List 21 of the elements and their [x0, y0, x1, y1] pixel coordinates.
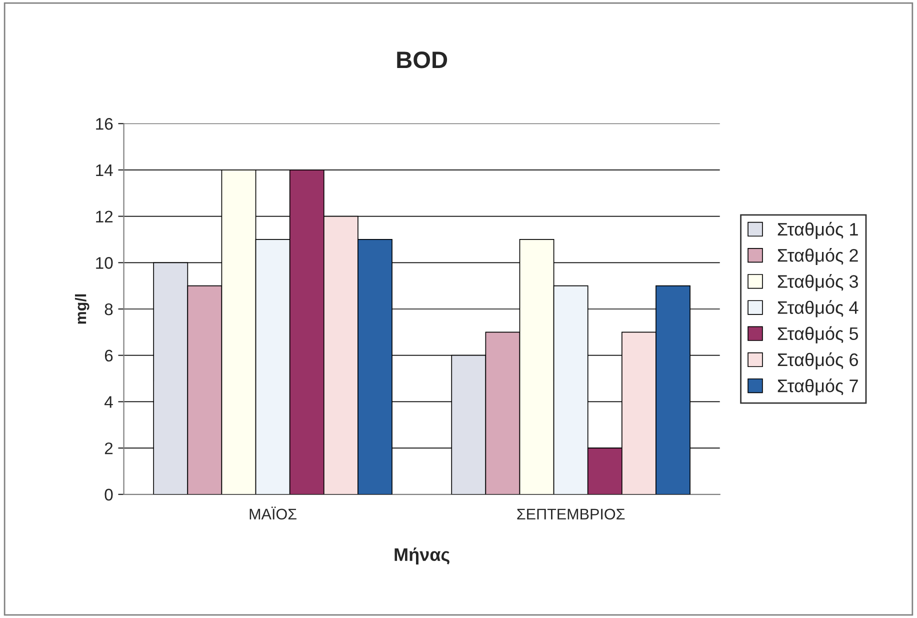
- y-tick-label: 16: [96, 118, 113, 130]
- legend-label: Σταθμός 7: [778, 378, 858, 396]
- chart-title: BOD: [397, 52, 448, 68]
- legend-label: Σταθμός 3: [778, 274, 858, 292]
- x-tick-label: ΜΑΪΟΣ: [250, 506, 296, 520]
- x-axis-title: Μήνας: [394, 548, 450, 565]
- y-tick-label: 6: [104, 350, 113, 362]
- y-tick-label: 10: [96, 257, 113, 269]
- legend-label: Σταθμός 1: [778, 222, 858, 239]
- y-tick-label: 12: [96, 210, 113, 222]
- y-tick-label: 4: [104, 396, 113, 408]
- y-tick-label: 0: [104, 488, 113, 501]
- y-tick-label: 8: [104, 303, 113, 316]
- legend-label: Σταθμός 6: [778, 352, 858, 370]
- y-tick-label: 2: [104, 442, 113, 454]
- y-tick-label: 14: [96, 164, 113, 176]
- legend-label: Σταθμός 5: [778, 326, 858, 344]
- x-tick-label: ΣΕΠΤΕΜΒΡΙΟΣ: [517, 508, 625, 520]
- legend-label: Σταθμός 2: [778, 248, 858, 266]
- y-axis-title: mg/l: [74, 294, 90, 324]
- legend-label: Σταθμός 4: [778, 300, 858, 318]
